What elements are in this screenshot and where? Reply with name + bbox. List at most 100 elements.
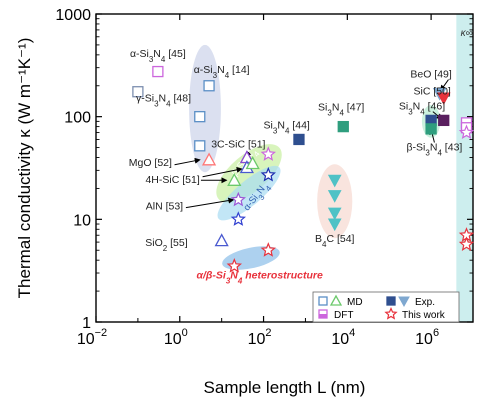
annotation-label-part: 2 — [163, 243, 168, 252]
annotation-label: β-Si3N4 [43] — [407, 141, 463, 157]
annotation-label-part: 3 — [213, 71, 218, 80]
legend-label: Exp. — [415, 297, 435, 308]
data-point — [327, 207, 342, 221]
annotation-label: α-Si3N4 [14] — [194, 64, 250, 80]
annotation-label-part: N — [430, 141, 438, 153]
annotation-label-part: N — [153, 48, 161, 60]
heterostructure-label-part: 4 — [237, 276, 243, 285]
annotation-label-part: Si — [399, 100, 408, 112]
annotation-label-part: β-Si — [407, 141, 426, 153]
annotation-label-part: γ-Si — [136, 93, 154, 105]
legend-label: MD — [347, 297, 363, 308]
x-tick-base: 10 — [164, 331, 182, 348]
data-point — [436, 92, 451, 106]
annotation-label-part: 4 — [166, 99, 171, 108]
annotation-label-part: [47] — [344, 101, 365, 113]
data-point — [458, 236, 475, 251]
x-tick-label: 102 — [248, 327, 272, 348]
annotation-label-part: 3 — [425, 148, 430, 157]
annotation-label-part: Si — [264, 119, 273, 131]
annotation-label-part: SiC [50] — [414, 85, 451, 97]
data-point — [458, 124, 475, 140]
annotation-label-part: N — [332, 101, 340, 113]
heterostructure-label: α/β-Si3N4 heterostructure — [196, 270, 323, 286]
annotation-arrow — [202, 166, 243, 178]
x-tick-label: 100 — [164, 327, 188, 348]
kappa-infinity-band — [456, 14, 473, 322]
annotation-label-part: [46] — [425, 100, 446, 112]
band-label-part: 4 — [263, 183, 273, 192]
heterostructure-label-part: 3 — [226, 276, 231, 285]
data-point — [327, 218, 342, 232]
data-point — [327, 190, 342, 203]
annotation-label-part: [48] — [171, 93, 192, 105]
data-point — [425, 123, 437, 135]
legend-marker — [386, 296, 396, 306]
data-point — [337, 120, 349, 133]
data-point — [214, 233, 229, 247]
data-point — [203, 80, 215, 92]
legend-marker — [384, 306, 398, 320]
annotation-label-part: [55] — [167, 237, 188, 249]
annotation-label: SiO2 [55] — [145, 237, 187, 253]
annotation-label-part: 3 — [149, 55, 154, 64]
annotation-label-part: SiO — [145, 237, 163, 249]
annotation-arrow — [174, 157, 201, 166]
annotation-label-part: N — [277, 119, 285, 131]
heterostructure-label-part: heterostructure — [242, 270, 323, 282]
x-tick-exp: 2 — [265, 327, 271, 339]
band-label-part: 3 — [256, 192, 266, 201]
annotation-label: 4H-SiC [51] — [145, 174, 199, 186]
annotation-label: B4C [54] — [315, 233, 355, 249]
legend-box — [312, 291, 460, 323]
y-tick-label: 1 — [82, 315, 91, 332]
annotation-label: γ-Si3N4 [48] — [136, 93, 191, 109]
data-point — [226, 258, 243, 273]
data-point — [245, 156, 260, 170]
y-axis-label: Thermal conductivity κ (W m⁻¹K⁻¹) — [15, 38, 34, 299]
x-tick-base: 10 — [415, 331, 433, 348]
annotation-label-part: N — [159, 93, 167, 105]
x-tick-exp: 4 — [349, 327, 355, 339]
y-tick-label: 1000 — [55, 7, 91, 24]
annotation-label-part: 3 — [273, 126, 278, 135]
annotation-label: Si3N4 [47] — [318, 101, 364, 117]
annotation-label-part: MgO [52] — [129, 157, 172, 169]
y-tick-label: 100 — [64, 110, 91, 127]
legend-marker — [398, 296, 410, 308]
annotation-label-part: AlN [53] — [146, 200, 183, 212]
annotation-label-part: 4 — [339, 108, 344, 117]
data-point — [194, 111, 206, 123]
data-point — [230, 191, 246, 207]
data-point — [230, 211, 247, 226]
annotation-label-part: C [54] — [326, 233, 354, 245]
x-tick-exp: −2 — [95, 327, 108, 339]
plot-frame — [95, 13, 474, 323]
data-point — [132, 86, 144, 98]
annotation-label-part: B — [315, 233, 322, 245]
annotation-label: 3C-SiC [51] — [211, 139, 265, 151]
heterostructure-label-part: α/β-Si — [196, 270, 226, 282]
annotation-label-part: α-Si — [194, 64, 213, 76]
annotation-label-part: 4 — [437, 148, 442, 157]
annotation-label-part: BeO [49] — [410, 69, 452, 81]
legend-marker — [329, 294, 343, 306]
annotation-label-part: 4 — [322, 240, 327, 249]
annotation-label-part: N — [217, 64, 225, 76]
x-tick-base: 10 — [248, 331, 266, 348]
annotation-label-part: 3 — [408, 107, 413, 116]
annotation-label: Si3N4 [46] — [399, 100, 445, 116]
data-point — [201, 152, 217, 166]
x-tick-exp: 6 — [433, 327, 439, 339]
x-tick-label: 10−2 — [77, 327, 107, 348]
annotation-label-part: [43] — [442, 141, 463, 153]
annotation-label-part: 4 — [225, 71, 230, 80]
x-tick-base: 10 — [331, 331, 349, 348]
annotation-label-part: 4 — [161, 55, 166, 64]
legend-marker-fill — [319, 314, 327, 318]
heterostructure-label-part: N — [230, 270, 238, 282]
legend-marker — [318, 296, 328, 306]
annotation-label-part: N — [413, 100, 421, 112]
data-point — [227, 172, 242, 186]
data-point — [293, 133, 305, 146]
